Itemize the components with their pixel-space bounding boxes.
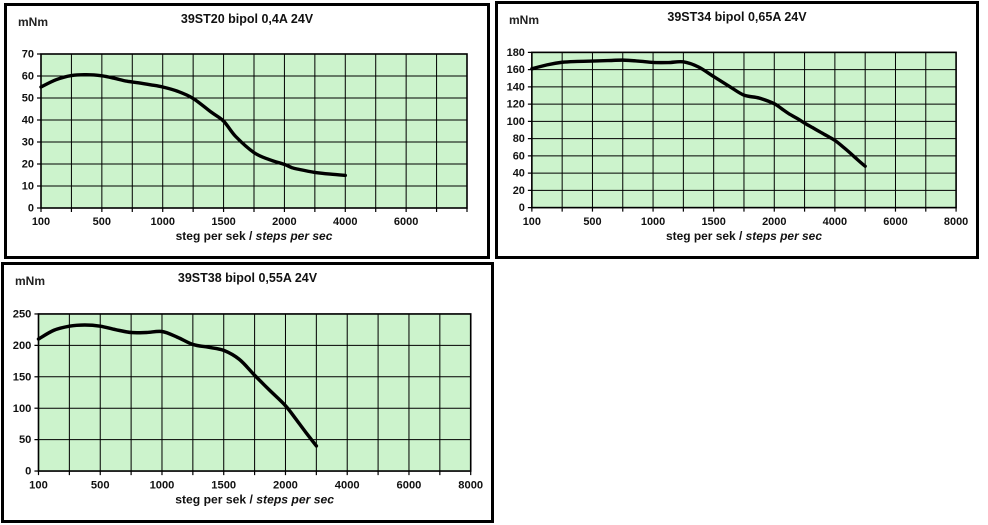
chart-panel-39st20: mNm 39ST20 bipol 0,4A 24V 0 10 20 30 40 50 60 7… xyxy=(4,3,490,259)
y-tick-label: 70 xyxy=(22,49,34,61)
y-tick-label: 20 xyxy=(22,159,34,171)
y-axis-unit-label: mNm xyxy=(15,274,46,288)
y-tick-label: 180 xyxy=(507,47,525,59)
x-tick-label: 2000 xyxy=(272,216,296,228)
x-tick-label: 100 xyxy=(523,216,541,228)
torque-chart-plot: 0 20 40 60 80 100 120 140 160 180 100 500 1000 1500 20… xyxy=(507,47,969,243)
y-tick-label: 20 xyxy=(513,185,525,197)
y-tick-label: 200 xyxy=(13,340,32,352)
chart-title: 39ST38 bipol 0,55A 24V xyxy=(177,271,318,285)
x-tick-label: 1500 xyxy=(211,216,235,228)
x-tick-label: 500 xyxy=(93,216,111,228)
y-tick-label: 250 xyxy=(13,309,32,321)
y-tick-label: 0 xyxy=(28,203,34,215)
x-tick-label: 100 xyxy=(29,479,48,491)
x-tick-label: 2000 xyxy=(273,479,298,491)
x-tick-label: 4000 xyxy=(333,216,357,228)
y-tick-label: 60 xyxy=(513,150,525,162)
plot-border xyxy=(37,313,472,472)
x-tick-label: 1000 xyxy=(150,216,174,228)
y-tick-label: 50 xyxy=(22,93,34,105)
y-tick-label: 150 xyxy=(13,371,32,383)
y-axis-unit-label: mNm xyxy=(509,13,540,27)
x-tick-label: 6000 xyxy=(394,216,418,228)
x-tick-label: 6000 xyxy=(397,479,422,491)
torque-curve xyxy=(39,72,347,178)
chart-panel-39st34: mNm 39ST34 bipol 0,65A 24V 0 20 40 60 80 100 1… xyxy=(495,1,979,259)
y-tick-label: 0 xyxy=(519,202,525,214)
y-tick-label: 30 xyxy=(22,137,34,149)
x-tick-label: 1500 xyxy=(701,216,725,228)
x-axis-caption: steg per sek / steps per sec xyxy=(666,229,822,243)
y-tick-label: 140 xyxy=(507,81,525,93)
x-tick-label: 8000 xyxy=(944,216,968,228)
chart-title: 39ST34 bipol 0,65A 24V xyxy=(667,10,807,24)
x-tick-label: 500 xyxy=(583,216,601,228)
x-tick-label: 4000 xyxy=(823,216,847,228)
x-tick-label: 1000 xyxy=(150,479,175,491)
x-axis-caption: steg per sek / steps per sec xyxy=(176,229,333,243)
x-tick-label: 6000 xyxy=(883,216,907,228)
y-tick-label: 40 xyxy=(22,115,34,127)
plot-border xyxy=(40,53,468,209)
chart-panel-39st38: mNm 39ST38 bipol 0,55A 24V 0 50 100 150 200 2… xyxy=(1,262,494,523)
x-tick-label: 2000 xyxy=(762,216,786,228)
y-tick-label: 50 xyxy=(19,434,31,446)
y-axis-unit-label: mNm xyxy=(18,15,49,29)
x-tick-label: 1500 xyxy=(211,479,236,491)
x-tick-label: 4000 xyxy=(335,479,360,491)
torque-curve xyxy=(36,323,319,448)
y-tick-label: 80 xyxy=(513,133,525,145)
chart-title: 39ST20 bipol 0,4A 24V xyxy=(180,12,314,26)
plot-border xyxy=(531,51,957,209)
torque-curve xyxy=(530,58,867,168)
y-tick-label: 40 xyxy=(513,168,525,180)
x-tick-label: 8000 xyxy=(458,479,483,491)
y-tick-label: 160 xyxy=(507,64,525,76)
y-tick-label: 120 xyxy=(507,99,525,111)
x-axis-caption: steg per sek / steps per sec xyxy=(175,493,334,507)
y-tick-label: 10 xyxy=(22,181,34,193)
y-tick-label: 0 xyxy=(25,466,31,478)
x-tick-label: 1000 xyxy=(641,216,665,228)
y-tick-label: 100 xyxy=(507,116,525,128)
y-tick-label: 60 xyxy=(22,71,34,83)
torque-chart-plot: 0 10 20 30 40 50 60 70 100 500 1000 1500 2000 4000 600… xyxy=(22,49,468,243)
x-tick-label: 100 xyxy=(32,216,50,228)
x-tick-label: 500 xyxy=(91,479,110,491)
torque-chart-plot: 0 50 100 150 200 250 100 500 1000 1500 2000 4000 600… xyxy=(13,309,483,507)
y-tick-label: 100 xyxy=(13,403,32,415)
